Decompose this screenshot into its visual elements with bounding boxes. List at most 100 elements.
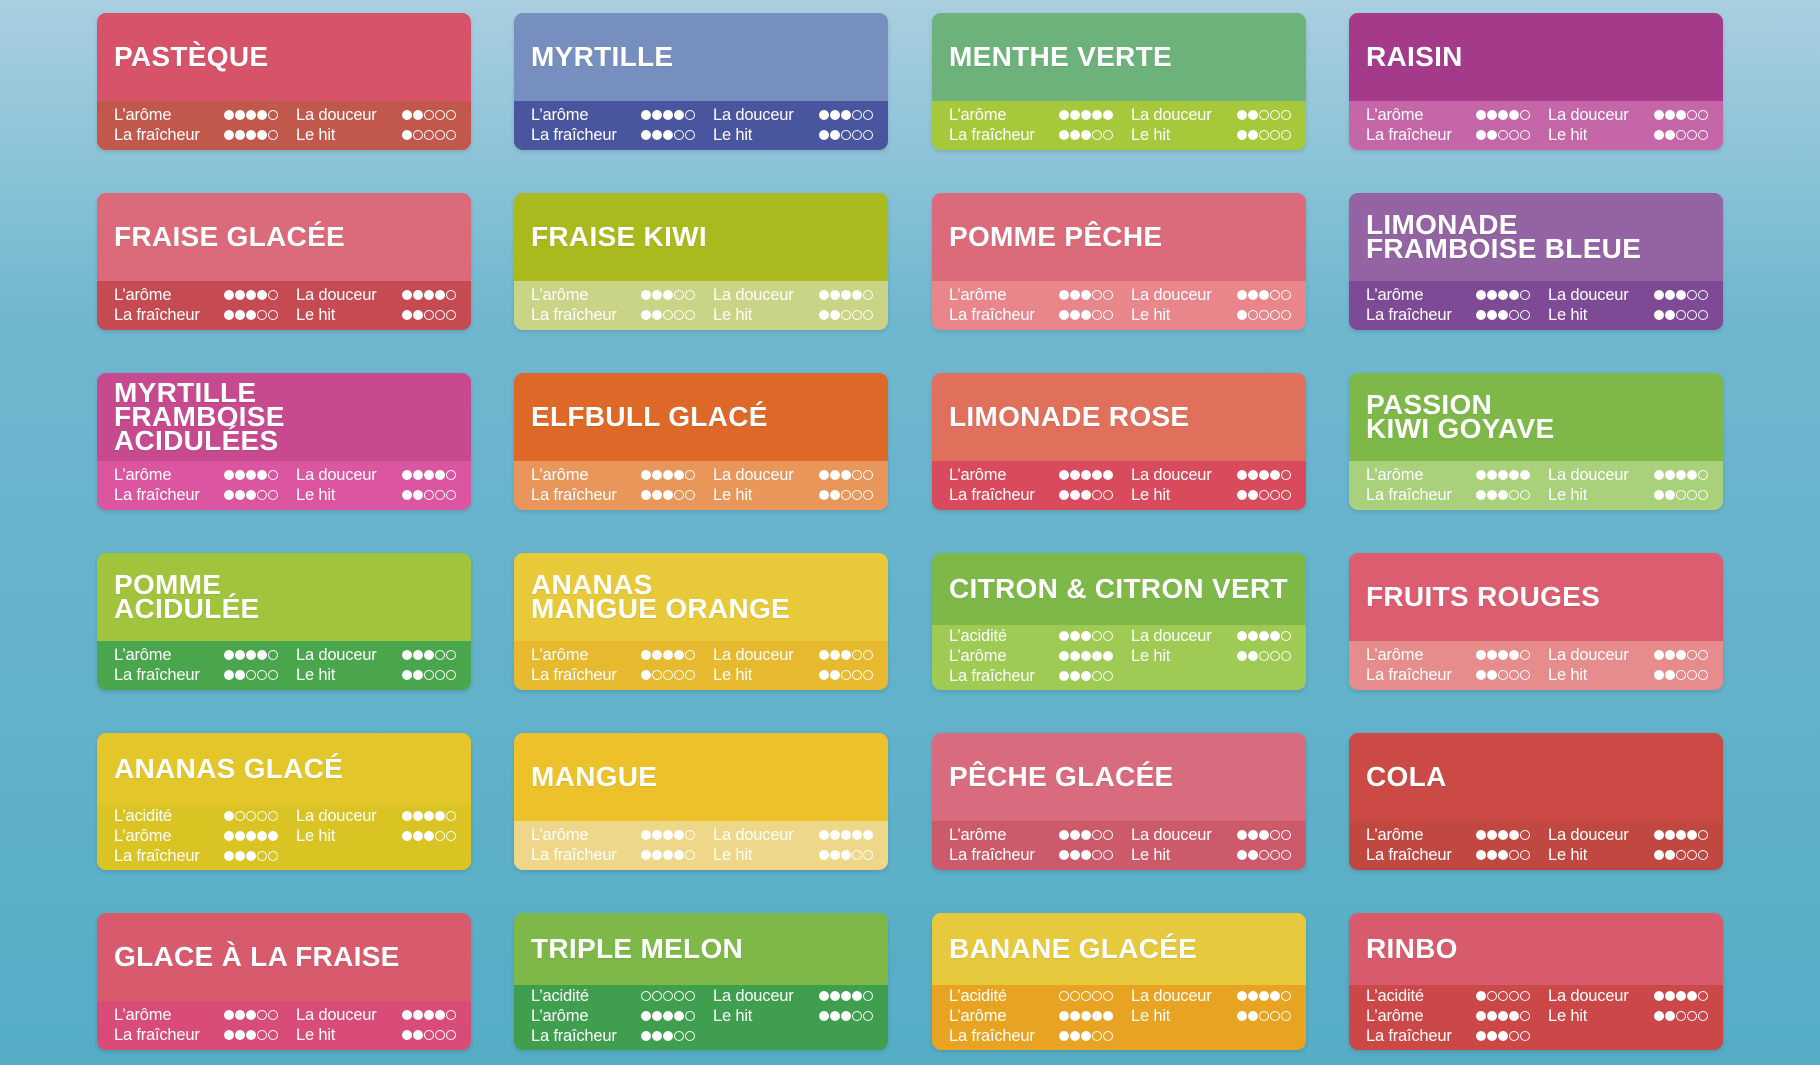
- rating-dot-empty-icon: [268, 290, 278, 300]
- rating-row: La fraîcheur: [1366, 1026, 1530, 1046]
- rating-label: Le hit: [296, 305, 336, 324]
- rating-label: L’arôme: [531, 1006, 589, 1025]
- rating-dot-filled-icon: [674, 110, 684, 120]
- rating-row: L’arôme: [114, 465, 278, 485]
- rating-dot-filled-icon: [641, 310, 651, 320]
- rating-dot-filled-icon: [1070, 490, 1080, 500]
- rating-row: L’arôme: [1366, 465, 1530, 485]
- rating-row: Le hit: [713, 485, 873, 505]
- rating-dot-filled-icon: [1070, 1031, 1080, 1041]
- ratings-left: L’acidité L’arôme La fraîcheur: [949, 626, 1113, 690]
- rating-dot-filled-icon: [1476, 470, 1486, 480]
- rating-row: Le hit: [296, 665, 456, 685]
- flavor-name: PASTÈQUE: [114, 41, 269, 72]
- ratings-left: L’arôme La fraîcheur: [531, 105, 695, 150]
- rating-row: La douceur: [296, 105, 456, 125]
- rating-dot-empty-icon: [1676, 1011, 1686, 1021]
- rating-row: L’arôme: [114, 1005, 278, 1025]
- rating-label: La fraîcheur: [114, 125, 200, 144]
- rating-dot-filled-icon: [1270, 470, 1280, 480]
- rating-label: La fraîcheur: [114, 665, 200, 684]
- rating-dot-filled-icon: [246, 470, 256, 480]
- rating-dot-empty-icon: [1698, 130, 1708, 140]
- rating-dot-filled-icon: [435, 1010, 445, 1020]
- rating-label: La douceur: [296, 645, 377, 664]
- rating-dot-filled-icon: [1476, 650, 1486, 660]
- rating-dots: [1654, 310, 1708, 320]
- rating-label: L’arôme: [949, 1006, 1007, 1025]
- rating-dots: [224, 110, 278, 120]
- rating-label: La fraîcheur: [114, 846, 200, 865]
- flavor-name: MENTHE VERTE: [949, 41, 1172, 72]
- rating-dot-filled-icon: [1081, 470, 1091, 480]
- rating-label: La douceur: [1548, 105, 1629, 124]
- rating-dot-filled-icon: [1070, 110, 1080, 120]
- rating-dot-filled-icon: [246, 650, 256, 660]
- rating-dot-filled-icon: [1487, 470, 1497, 480]
- rating-dot-filled-icon: [830, 670, 840, 680]
- rating-dot-filled-icon: [402, 1010, 412, 1020]
- rating-label: La douceur: [713, 825, 794, 844]
- rating-dot-filled-icon: [830, 110, 840, 120]
- rating-label: Le hit: [1548, 1006, 1588, 1025]
- rating-dot-filled-icon: [841, 290, 851, 300]
- rating-dot-empty-icon: [1698, 310, 1708, 320]
- flavor-card: ELFBULL GLACÉ L’arôme La fraîcheur La douce…: [514, 373, 888, 510]
- rating-dot-empty-icon: [685, 991, 695, 1001]
- rating-dot-filled-icon: [663, 490, 673, 500]
- rating-dot-filled-icon: [852, 991, 862, 1001]
- rating-row: L’acidité: [949, 986, 1113, 1006]
- rating-dot-empty-icon: [435, 110, 445, 120]
- rating-dots: [1476, 670, 1530, 680]
- rating-dot-filled-icon: [1665, 290, 1675, 300]
- flavor-name: PÊCHE GLACÉE: [949, 761, 1174, 792]
- rating-dot-filled-icon: [819, 470, 829, 480]
- rating-dots: [641, 490, 695, 500]
- rating-dot-empty-icon: [1698, 1011, 1708, 1021]
- rating-dot-filled-icon: [224, 670, 234, 680]
- rating-dot-empty-icon: [1092, 1031, 1102, 1041]
- rating-dot-filled-icon: [246, 290, 256, 300]
- rating-dot-empty-icon: [435, 310, 445, 320]
- rating-dot-filled-icon: [1248, 850, 1258, 860]
- rating-dot-filled-icon: [1509, 290, 1519, 300]
- ratings-bar: L’acidité L’arôme La fraîcheur La douceur Le…: [1349, 985, 1723, 1050]
- rating-dot-filled-icon: [1476, 490, 1486, 500]
- rating-dot-empty-icon: [685, 1031, 695, 1041]
- rating-dot-empty-icon: [1259, 1011, 1269, 1021]
- rating-label: Le hit: [713, 845, 753, 864]
- ratings-left: L’arôme La fraîcheur: [1366, 825, 1530, 870]
- rating-dot-filled-icon: [1509, 650, 1519, 660]
- rating-row: La fraîcheur: [531, 845, 695, 865]
- flavor-card: MYRTILLE L’arôme La fraîcheur La douceur Le …: [514, 13, 888, 150]
- rating-dot-filled-icon: [1509, 830, 1519, 840]
- rating-dot-empty-icon: [424, 110, 434, 120]
- rating-label: L’arôme: [949, 285, 1007, 304]
- rating-dot-filled-icon: [235, 310, 245, 320]
- rating-dot-filled-icon: [652, 490, 662, 500]
- rating-label: Le hit: [713, 485, 753, 504]
- rating-dot-filled-icon: [1059, 490, 1069, 500]
- rating-row: La douceur: [1548, 465, 1708, 485]
- ratings-bar: L’acidité L’arôme La fraîcheur La douceur Le…: [932, 625, 1306, 690]
- rating-dot-filled-icon: [830, 991, 840, 1001]
- rating-row: La douceur: [296, 806, 456, 826]
- rating-dot-filled-icon: [1092, 470, 1102, 480]
- rating-row: La fraîcheur: [114, 846, 278, 866]
- rating-dots: [819, 470, 873, 480]
- rating-dots: [1237, 470, 1291, 480]
- rating-label: L’arôme: [949, 646, 1007, 665]
- rating-dot-filled-icon: [413, 831, 423, 841]
- rating-row: Le hit: [1548, 305, 1708, 325]
- rating-row: L’arôme: [1366, 645, 1530, 665]
- rating-dot-filled-icon: [257, 290, 267, 300]
- rating-label: La douceur: [1131, 465, 1212, 484]
- rating-dot-empty-icon: [424, 130, 434, 140]
- rating-dot-filled-icon: [1092, 651, 1102, 661]
- rating-dot-empty-icon: [685, 130, 695, 140]
- rating-dots: [1476, 290, 1530, 300]
- rating-row: L’arôme: [949, 465, 1113, 485]
- ratings-left: L’arôme La fraîcheur: [114, 105, 278, 150]
- rating-dot-filled-icon: [1248, 290, 1258, 300]
- rating-dot-filled-icon: [1092, 110, 1102, 120]
